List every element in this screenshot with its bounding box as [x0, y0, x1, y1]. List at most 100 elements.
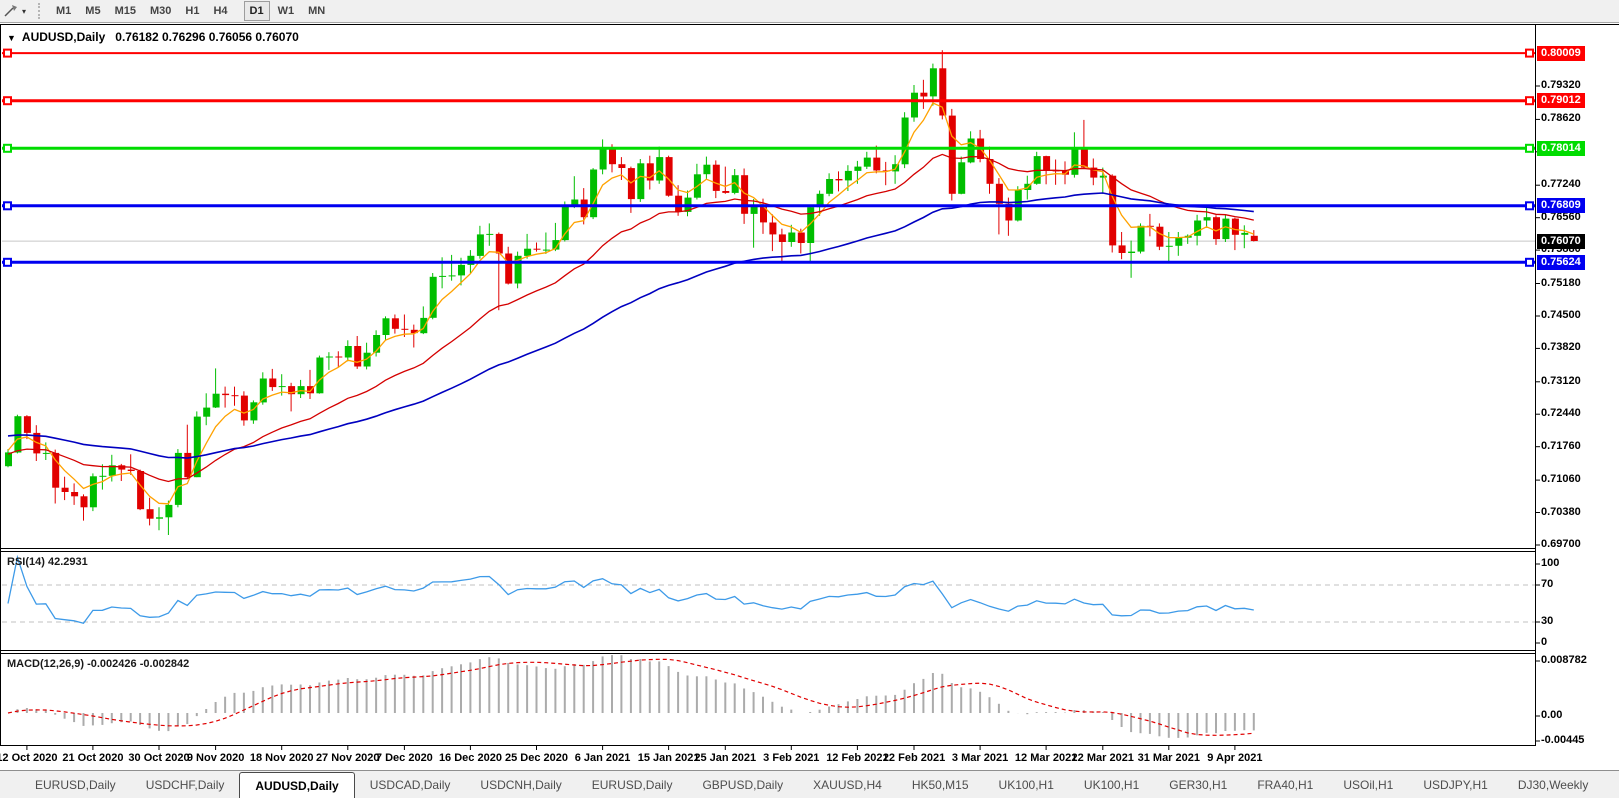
line-handle[interactable] — [3, 143, 12, 153]
time-axis-label: 31 Mar 2021 — [1137, 752, 1200, 764]
tab-xauusd-h4[interactable]: XAUUSD,H4 — [813, 777, 882, 792]
rsi-axis-tick: 30 — [1541, 615, 1554, 627]
timeframe-d1[interactable]: D1 — [243, 1, 270, 21]
tab-hk50-m15[interactable]: HK50,M15 — [911, 777, 969, 792]
price-axis-tick: 0.79320 — [1541, 79, 1581, 91]
line-handle[interactable] — [3, 201, 12, 211]
macd-indicator-values: -0.002426 -0.002842 — [87, 658, 190, 670]
price-axis-tick: 0.73120 — [1541, 374, 1581, 387]
timeframe-h1[interactable]: H1 — [185, 5, 200, 17]
dropdown-arrow-icon: ▾ — [22, 6, 27, 16]
line-handle[interactable] — [3, 48, 12, 58]
macd-label: MACD(12,26,9) -0.002426 -0.002842 — [7, 658, 189, 670]
timeframe-mn[interactable]: MN — [308, 5, 326, 17]
chart-window: ▼ AUDUSD,Daily 0.76182 0.76296 0.76056 0.7… — [0, 24, 1619, 769]
tab-eurusd-daily[interactable]: EURUSD,Daily — [35, 777, 116, 792]
rsi-axis-tick: 0 — [1541, 636, 1548, 648]
tab-gbpusd-daily[interactable]: GBPUSD,Daily — [702, 777, 784, 792]
ma-mid-line — [7, 153, 1254, 483]
price-axis-tick: 0.77240 — [1541, 178, 1581, 191]
chart-canvas[interactable] — [0, 24, 1619, 794]
time-axis-label: 7 Dec 2020 — [375, 752, 433, 764]
rsi-label: RSI(14) 42.2931 — [7, 556, 88, 568]
tab-usoil-h1[interactable]: USOil,H1 — [1343, 777, 1394, 792]
chart-ohlc-values: 0.76182 0.76296 0.76056 0.76070 — [115, 30, 299, 44]
price-axis-tick: 0.73820 — [1541, 341, 1581, 354]
timeframe-h4[interactable]: H4 — [213, 5, 228, 17]
price-axis-tick: 0.75180 — [1541, 276, 1581, 289]
time-axis-label: 12 Feb 2021 — [826, 752, 889, 764]
tab-uk100-h1[interactable]: UK100,H1 — [998, 777, 1054, 792]
price-axis-tick: 0.71760 — [1541, 439, 1581, 452]
tab-usdcad-daily[interactable]: USDCAD,Daily — [369, 777, 451, 792]
time-axis-label: 9 Nov 2020 — [186, 752, 245, 764]
tab-china300-h1[interactable]: CHINA300,H1 — [1603, 771, 1619, 798]
time-axis-label: 27 Nov 2020 — [315, 752, 380, 764]
macd-axis-tick: 0.00 — [1541, 709, 1563, 721]
line-handle[interactable] — [1525, 143, 1534, 153]
toolbar-grip — [38, 3, 43, 19]
time-axis-label: 12 Mar 2021 — [1014, 752, 1078, 764]
tab-dj30-weekly[interactable]: DJ30,Weekly — [1517, 777, 1589, 792]
line-handle[interactable] — [1525, 257, 1534, 267]
tab-uk100-h1[interactable]: UK100,H1 — [1083, 777, 1140, 792]
rsi-indicator-name: RSI(14) — [7, 556, 45, 568]
time-axis-label: 22 Feb 2021 — [882, 752, 946, 764]
time-axis-label: 6 Jan 2021 — [574, 752, 631, 764]
time-axis-label: 9 Apr 2021 — [1207, 752, 1263, 764]
line-handle[interactable] — [1525, 201, 1534, 211]
ma-slow-line — [7, 192, 1254, 459]
chart-tool-button[interactable]: ▾ — [0, 1, 30, 22]
tab-usdcnh-daily[interactable]: USDCNH,Daily — [480, 777, 562, 792]
chart-cursor-icon — [4, 5, 17, 17]
timeframe-m30[interactable]: M30 — [149, 5, 172, 17]
price-axis-tick: 0.70380 — [1541, 505, 1581, 518]
chart-title-bar: ▼ AUDUSD,Daily 0.76182 0.76296 0.76056 0.7… — [7, 30, 299, 44]
time-axis-label: 30 Oct 2020 — [128, 752, 190, 764]
price-level-badge: 0.78014 — [1537, 140, 1585, 156]
time-axis-label: 3 Feb 2021 — [763, 752, 820, 764]
rsi-axis-tick: 100 — [1541, 557, 1560, 569]
line-handle[interactable] — [3, 96, 12, 106]
time-axis-label: 21 Oct 2020 — [62, 752, 124, 764]
tab-usdjpy-h1[interactable]: USDJPY,H1 — [1423, 777, 1488, 792]
time-axis-label: 12 Oct 2020 — [0, 752, 58, 764]
time-axis-label: 3 Mar 2021 — [951, 752, 1009, 764]
macd-indicator-name: MACD(12,26,9) — [7, 658, 85, 670]
price-axis-tick: 0.76560 — [1541, 210, 1581, 223]
macd-axis-tick: 0.008782 — [1541, 654, 1587, 666]
tab-eurusd-daily[interactable]: EURUSD,Daily — [591, 777, 673, 792]
candles-group — [5, 50, 1258, 535]
tab-fra40-h1[interactable]: FRA40,H1 — [1257, 777, 1314, 792]
time-axis-label: 25 Jan 2021 — [694, 752, 757, 764]
line-handle[interactable] — [3, 257, 12, 267]
time-axis-label: 18 Nov 2020 — [249, 752, 314, 764]
timeframe-m15[interactable]: M15 — [114, 5, 136, 17]
rsi-line — [7, 554, 1254, 625]
timeframe-m5[interactable]: M5 — [85, 5, 101, 17]
price-level-badge: 0.80009 — [1537, 45, 1585, 61]
rsi-indicator-value: 42.2931 — [47, 556, 88, 568]
time-axis-label: 15 Jan 2021 — [637, 752, 700, 764]
tab-ger30-h1[interactable]: GER30,H1 — [1169, 777, 1228, 792]
price-axis-tick: 0.71060 — [1541, 473, 1581, 486]
chart-tabs: EURUSD,Daily USDCHF,Daily AUDUSD,Daily USDC… — [0, 770, 1619, 798]
line-handle[interactable] — [1525, 48, 1534, 58]
price-axis-tick: 0.72440 — [1541, 407, 1581, 420]
timeframe-m1[interactable]: M1 — [56, 5, 72, 17]
time-axis-label: 16 Dec 2020 — [438, 752, 502, 764]
price-axis-tick: 0.74500 — [1541, 308, 1581, 321]
price-level-badge: 0.75624 — [1537, 254, 1585, 270]
current-price-badge: 0.76070 — [1537, 233, 1585, 249]
price-level-badge: 0.79012 — [1537, 93, 1585, 109]
time-axis-label: 22 Mar 2021 — [1071, 752, 1134, 764]
tab-usdchf-daily[interactable]: USDCHF,Daily — [145, 777, 225, 792]
timeframe-button-group: M1 M5 M15 M30 H1 H4 D1 W1 MN — [49, 1, 332, 21]
timeframe-w1[interactable]: W1 — [277, 5, 295, 17]
tab-audusd-daily[interactable]: AUDUSD,Daily — [239, 772, 355, 798]
time-axis-label: 25 Dec 2020 — [505, 752, 568, 764]
collapse-icon[interactable]: ▼ — [7, 33, 16, 43]
rsi-axis-tick: 70 — [1541, 578, 1554, 590]
line-handle[interactable] — [1525, 96, 1534, 106]
